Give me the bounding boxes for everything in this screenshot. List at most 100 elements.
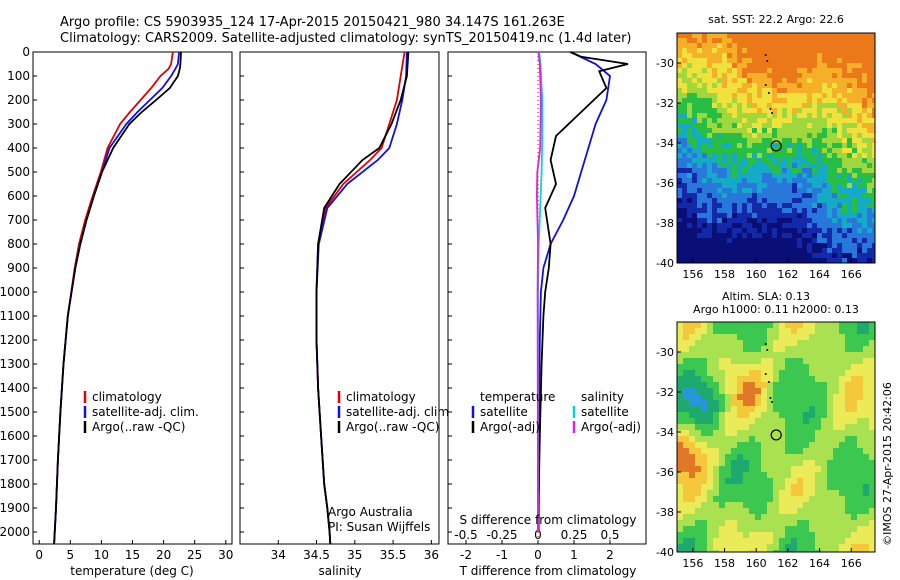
heatmap-cell — [851, 484, 857, 490]
heatmap-cell — [772, 68, 777, 73]
heatmap-cell — [812, 68, 817, 73]
heatmap-cell — [782, 123, 787, 128]
heatmap-cell — [762, 68, 767, 73]
heatmap-cell — [722, 58, 727, 63]
heatmap-cell — [862, 248, 867, 253]
heatmap-cell — [777, 213, 782, 218]
track-point — [764, 84, 767, 86]
heatmap-cell — [737, 123, 742, 128]
heatmap-cell — [757, 93, 762, 98]
heatmap-cell — [752, 58, 757, 63]
heatmap-cell — [717, 168, 722, 173]
heatmap-cell — [731, 496, 737, 502]
heatmap-cell — [717, 38, 722, 43]
heatmap-cell — [869, 382, 875, 388]
heatmap-cell — [762, 103, 767, 108]
heatmap-cell — [727, 148, 732, 153]
heatmap-cell — [701, 322, 707, 328]
heatmap-cell — [722, 198, 727, 203]
sla-map-title: Altim. SLA: 0.13 — [722, 290, 810, 303]
heatmap-cell — [827, 334, 833, 340]
heatmap-cell — [862, 148, 867, 153]
heatmap-cell — [695, 466, 701, 472]
heatmap-cell — [827, 258, 832, 263]
heatmap-cell — [682, 178, 687, 183]
heatmap-cell — [817, 38, 822, 43]
heatmap-cell — [852, 198, 857, 203]
heatmap-cell — [792, 133, 797, 138]
heatmap-cell — [827, 520, 833, 526]
heatmap-cell — [857, 193, 862, 198]
heatmap-cell — [762, 233, 767, 238]
heatmap-cell — [812, 123, 817, 128]
heatmap-cell — [869, 346, 875, 352]
heatmap-cell — [717, 188, 722, 193]
heatmap-cell — [791, 400, 797, 406]
heatmap-cell — [749, 418, 755, 424]
heatmap-cell — [767, 352, 773, 358]
heatmap-cell — [732, 113, 737, 118]
heatmap-cell — [752, 43, 757, 48]
heatmap-cell — [713, 400, 719, 406]
heatmap-cell — [731, 478, 737, 484]
heatmap-cell — [847, 68, 852, 73]
heatmap-cell — [857, 83, 862, 88]
heatmap-cell — [773, 460, 779, 466]
heatmap-cell — [842, 168, 847, 173]
heatmap-cell — [785, 364, 791, 370]
heatmap-cell — [732, 133, 737, 138]
heatmap-cell — [719, 508, 725, 514]
heatmap-cell — [713, 550, 719, 552]
heatmap-cell — [737, 484, 743, 490]
heatmap-cell — [732, 108, 737, 113]
heatmap-cell — [839, 514, 845, 520]
heatmap-cell — [697, 218, 702, 223]
heatmap-cell — [732, 183, 737, 188]
heatmap-cell — [812, 213, 817, 218]
institution-note: Argo Australia — [328, 505, 413, 519]
heatmap-cell — [797, 158, 802, 163]
heatmap-cell — [812, 173, 817, 178]
difference-legend: temperature satellite Argo(-adj) salinit… — [471, 390, 641, 434]
heatmap-cell — [773, 430, 779, 436]
heatmap-cell — [822, 133, 827, 138]
heatmap-cell — [832, 53, 837, 58]
heatmap-cell — [809, 448, 815, 454]
heatmap-cell — [797, 334, 803, 340]
heatmap-cell — [821, 508, 827, 514]
heatmap-cell — [742, 108, 747, 113]
heatmap-cell — [677, 123, 682, 128]
heatmap-cell — [777, 43, 782, 48]
heatmap-cell — [732, 33, 737, 38]
heatmap-cell — [677, 466, 683, 472]
heatmap-cell — [702, 53, 707, 58]
heatmap-cell — [837, 88, 842, 93]
heatmap-cell — [827, 58, 832, 63]
heatmap-cell — [717, 223, 722, 228]
heatmap-cell — [782, 88, 787, 93]
heatmap-cell — [779, 490, 785, 496]
heatmap-cell — [731, 514, 737, 520]
heatmap-cell — [702, 168, 707, 173]
heatmap-cell — [797, 138, 802, 143]
heatmap-cell — [727, 103, 732, 108]
heatmap-cell — [842, 83, 847, 88]
heatmap-cell — [862, 38, 867, 43]
heatmap-cell — [815, 532, 821, 538]
heatmap-cell — [772, 243, 777, 248]
heatmap-cell — [677, 148, 682, 153]
heatmap-cell — [712, 128, 717, 133]
heatmap-cell — [682, 143, 687, 148]
heatmap-cell — [689, 376, 695, 382]
heatmap-cell — [862, 238, 867, 243]
heatmap-cell — [683, 388, 689, 394]
heatmap-cell — [702, 133, 707, 138]
heatmap-cell — [802, 73, 807, 78]
heatmap-cell — [797, 490, 803, 496]
heatmap-cell — [707, 346, 713, 352]
heatmap-cell — [687, 203, 692, 208]
heatmap-cell — [851, 466, 857, 472]
heatmap-cell — [802, 43, 807, 48]
heatmap-cell — [725, 400, 731, 406]
heatmap-cell — [827, 253, 832, 258]
